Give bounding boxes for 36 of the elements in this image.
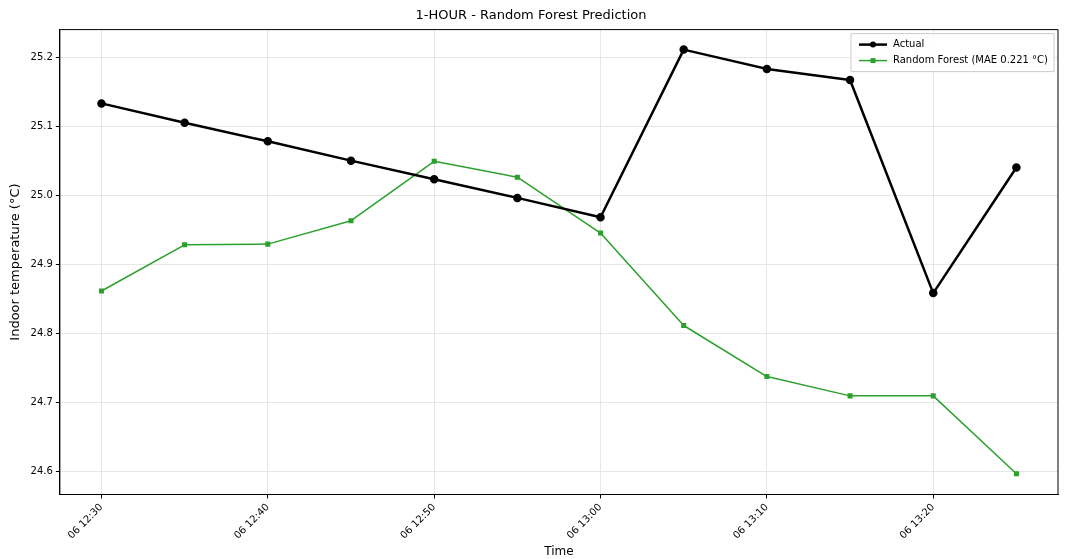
y-tick-label: 25.2 [30,51,53,63]
point [263,137,273,146]
y-tick-label: 24.6 [30,465,53,477]
point [180,118,189,127]
chart-title: 1-HOUR - Random Forest Prediction [415,7,647,23]
legend-label: Actual [893,38,925,50]
point [265,241,271,247]
point [431,158,437,164]
y-tick-label: 24.9 [30,258,53,270]
point [762,64,772,74]
point [429,175,439,184]
point [764,374,770,380]
point [681,322,687,329]
y-tick-label: 24.7 [30,396,53,408]
x-axis-title: Time [543,543,574,558]
y-tick-label: 25.0 [30,189,53,201]
y-tick-label: 24.8 [30,327,53,339]
legend-label: Random Forest (MAE 0.221 °C) [893,54,1049,66]
y-axis-title: Indoor temperature (°C) [7,183,23,341]
point [348,218,354,224]
point [513,193,522,203]
point [928,288,938,298]
point [346,156,356,165]
point [845,75,855,85]
point [847,393,853,399]
point [514,174,520,180]
point [930,393,936,399]
point [182,242,188,248]
point [679,45,688,54]
point [98,288,104,294]
point [1012,163,1021,172]
point [1013,471,1019,477]
point [598,230,604,236]
point [97,99,106,108]
y-tick-label: 25.1 [30,120,53,132]
point [596,212,605,222]
